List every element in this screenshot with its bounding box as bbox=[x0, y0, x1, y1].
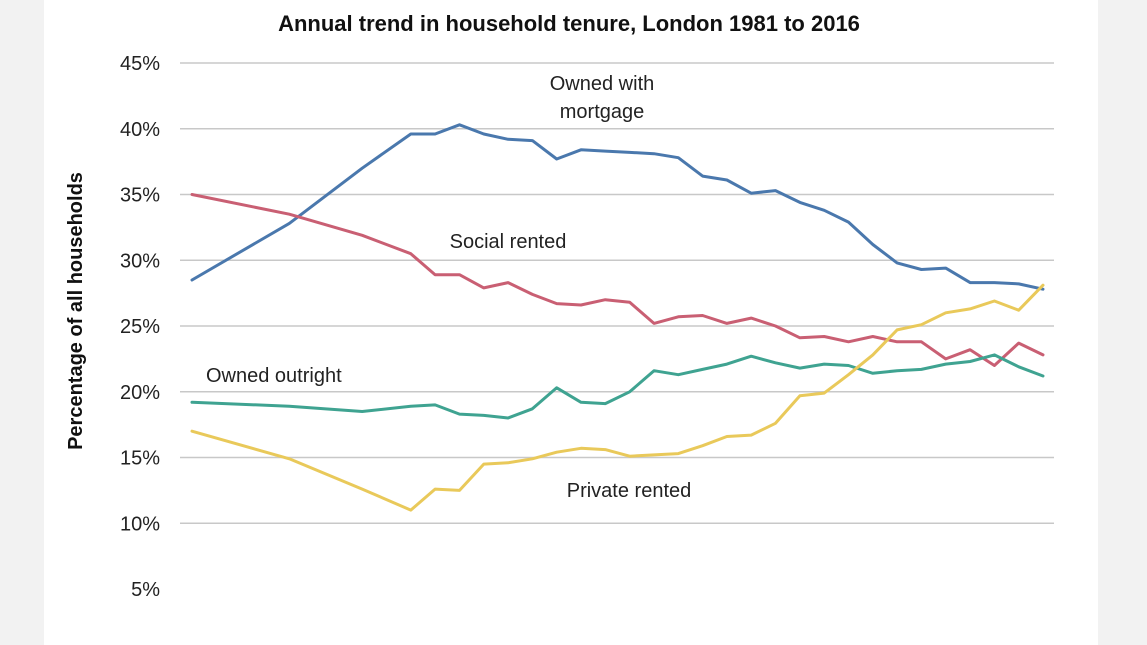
annotation-owned-with-mortgage: Owned with mortgage bbox=[550, 73, 655, 123]
y-tick-label: 30% bbox=[120, 250, 160, 272]
y-tick-label: 5% bbox=[131, 579, 160, 601]
gridlines bbox=[180, 62, 1054, 525]
annotation-social-rented: Social rented bbox=[450, 231, 567, 253]
y-tick-label: 40% bbox=[120, 119, 160, 141]
y-tick-label: 35% bbox=[120, 185, 160, 207]
series-line-owned-with-mortgage bbox=[190, 123, 1045, 291]
y-tick-label: 45% bbox=[120, 53, 160, 75]
y-tick-label: 15% bbox=[120, 448, 160, 470]
y-axis-label: Percentage of all households bbox=[65, 172, 87, 450]
series-lines bbox=[190, 123, 1045, 512]
series-line-owned-outright bbox=[190, 353, 1045, 420]
y-tick-label: 25% bbox=[120, 316, 160, 338]
chart-title: Annual trend in household tenure, London… bbox=[278, 11, 860, 36]
y-axis-ticks: 5% 10% 15% 20% 25% 30% 35% 40% 45% bbox=[120, 53, 160, 601]
series-line-private-rented bbox=[190, 283, 1045, 512]
y-tick-label: 20% bbox=[120, 382, 160, 404]
series-annotations: Owned with mortgage Social rented Owned out… bbox=[206, 73, 691, 502]
chart-panel bbox=[44, 0, 1098, 645]
annotation-owned-outright: Owned outright bbox=[206, 365, 342, 387]
annotation-private-rented: Private rented bbox=[567, 480, 692, 502]
y-tick-label: 10% bbox=[120, 513, 160, 535]
series-line-social-rented bbox=[190, 193, 1045, 367]
